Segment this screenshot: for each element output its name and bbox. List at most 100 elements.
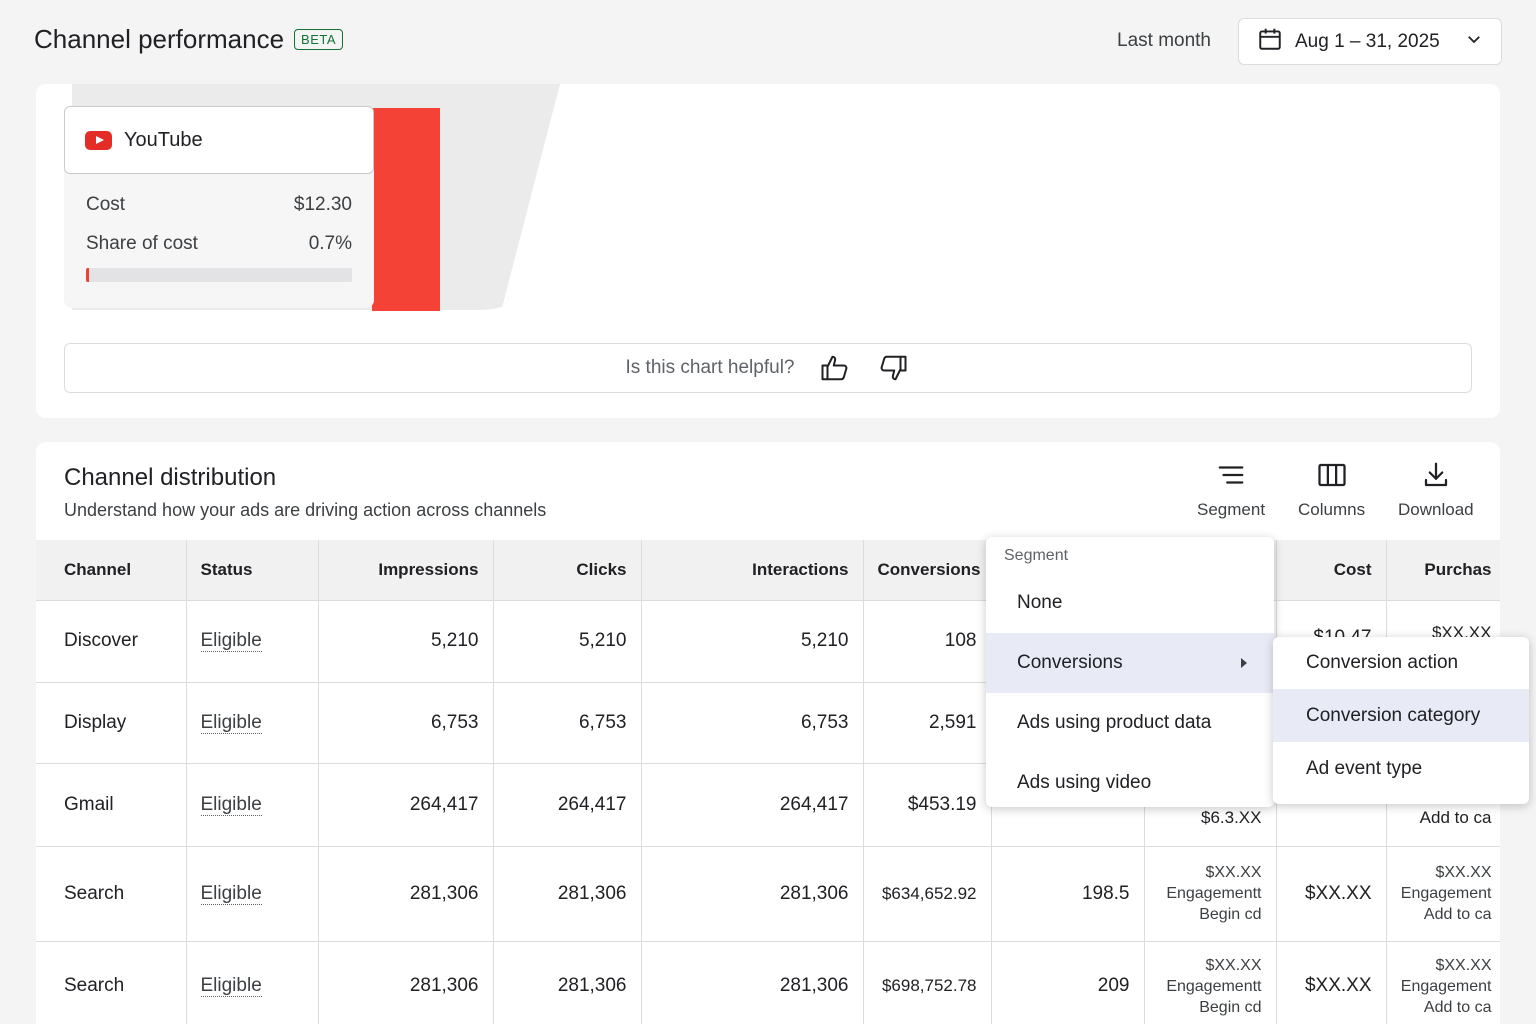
cell-stack: $XX.XX Engagement Add to ca [1401,862,1492,925]
tooltip-share-value: 0.7% [308,233,352,254]
section-subtitle: Understand how your ads are driving acti… [64,500,547,520]
column-header-cost[interactable]: Cost [1276,540,1387,601]
tooltip-cost-value: $12.30 [293,194,352,215]
date-range-value: Aug 1 – 31, 2025 [1295,30,1440,52]
cell-cost: $XX.XX [1276,846,1387,942]
status-link[interactable]: Eligible [200,882,262,905]
cell-conversions: 2,591 [863,682,992,764]
section-title: Channel distribution [64,464,277,491]
column-header-impressions[interactable]: Impressions [318,540,494,601]
cell-clicks: 281,306 [493,846,642,942]
chart-tooltip: YouTube Cost $12.30 Share of cost 0.7% [64,106,374,308]
stack-line: $XX.XX [1435,956,1492,974]
download-icon [1424,462,1447,487]
tooltip-header: YouTube [64,106,374,174]
cell-stack: $XX.XX Engagementt Begin cd [1159,955,1262,1018]
columns-label: Columns [1298,500,1366,519]
download-button[interactable]: Download [1398,460,1474,520]
tooltip-channel: YouTube [124,128,203,151]
cell-status: Eligible [186,846,319,942]
menu-item-label: Conversions [1017,652,1123,673]
segment-menu-header: Segment [1004,547,1069,564]
cell-clicks: 264,417 [493,763,642,847]
menu-item-label: Ads using product data [1017,712,1212,733]
cell-channel: Discover [36,600,187,683]
submenu-item-ad-event-type[interactable]: Ad event type [1273,742,1529,795]
menu-item-conversions[interactable]: Conversions [986,633,1274,693]
segment-button[interactable]: Segment [1197,460,1265,520]
cell-channel: Search [36,846,187,942]
cell-interactions: 281,306 [641,846,864,942]
stack-line: Begin cd [1199,906,1262,923]
chevron-down-icon [1465,30,1483,54]
stack-line: Engagement [1400,885,1492,902]
stack-line: Begin cd [1199,998,1262,1016]
stack-line: Add to ca [1423,998,1492,1016]
status-link[interactable]: Eligible [200,630,262,652]
menu-item-label: Ad event type [1306,757,1423,779]
cell-col8: $XX.XX Engagementt Begin cd [1144,846,1277,942]
submenu-item-conversion-action[interactable]: Conversion action [1273,637,1529,689]
cell-stack: $XX.XX Engagementt Begin cd [1159,862,1262,925]
feedback-prompt: Is this chart helpful? [625,357,795,378]
cell-conversions: $453.19 [863,763,992,847]
beta-badge: BETA [294,29,344,50]
cell-cost: $XX.XX [1276,941,1387,1024]
table-row: Search Eligible 281,306 281,306 281,306 … [36,941,1500,1024]
chart-feedback: Is this chart helpful? [64,343,1472,393]
cell-clicks: 6,753 [493,682,642,764]
menu-item-product-data[interactable]: Ads using product data [986,693,1274,753]
cell-conversions: $634,652.92 [863,846,992,942]
column-header-channel[interactable]: Channel [36,540,187,601]
page-title: Channel performance BETA [34,24,344,55]
tooltip-cost-label: Cost [86,194,126,215]
thumbs-down-icon[interactable] [876,353,910,383]
status-link[interactable]: Eligible [200,793,262,816]
youtube-icon [85,130,112,150]
tooltip-share-row: Share of cost 0.7% [86,233,352,255]
segment-menu: Segment None Conversions Ads using produ… [986,537,1274,807]
column-header-clicks[interactable]: Clicks [493,540,642,601]
cell-status: Eligible [186,682,319,764]
column-header-purchase[interactable]: Purchas [1386,540,1500,601]
table-header-row: Channel Status Impressions Clicks Intera… [36,540,1500,601]
date-range-picker[interactable]: Aug 1 – 31, 2025 [1238,18,1502,65]
status-link[interactable]: Eligible [200,711,262,734]
cell-status: Eligible [186,763,319,847]
stack-line: Engagementt [1166,977,1262,995]
tooltip-share-label: Share of cost [86,233,198,254]
share-progress-bar [86,268,352,282]
cell-impressions: 6,753 [318,682,494,764]
menu-item-label: None [1017,592,1063,613]
cell-col7: 209 [991,941,1145,1024]
column-header-interactions[interactable]: Interactions [641,540,864,601]
menu-item-none[interactable]: None [986,573,1274,633]
cell-conversions: $698,752.78 [863,941,992,1024]
youtube-bar[interactable] [372,108,440,311]
table-row: Search Eligible 281,306 281,306 281,306 … [36,846,1500,942]
segment-label: Segment [1197,500,1266,519]
cell-purchase: $XX.XX Engagement Add to ca [1386,941,1500,1024]
cell-impressions: 281,306 [318,941,494,1024]
thumbs-up-icon[interactable] [818,353,852,383]
menu-item-video[interactable]: Ads using video [986,753,1274,813]
column-header-conversions[interactable]: Conversions [863,540,992,601]
cell-purchase: $XX.XX Engagement Add to ca [1386,846,1500,942]
chart-card: YouTube Cost $12.30 Share of cost 0.7% I… [36,84,1500,418]
columns-button[interactable]: Columns [1298,460,1365,520]
share-progress-fill [86,268,89,282]
column-header-status[interactable]: Status [186,540,319,601]
menu-item-label: Ads using video [1017,772,1152,793]
calendar-icon [1257,26,1283,58]
stack-line: $XX.XX [1205,864,1262,881]
stack-line: $XX.XX [1435,864,1492,881]
cell-clicks: 5,210 [493,600,642,683]
cell-status: Eligible [186,600,319,683]
stack-line: Add to ca [1423,906,1492,923]
range-label: Last month [1117,30,1211,51]
chevron-right-icon [1241,658,1247,668]
cell-interactions: 5,210 [641,600,864,683]
columns-icon [1317,463,1346,487]
submenu-item-conversion-category[interactable]: Conversion category [1273,689,1529,742]
status-link[interactable]: Eligible [200,975,262,997]
